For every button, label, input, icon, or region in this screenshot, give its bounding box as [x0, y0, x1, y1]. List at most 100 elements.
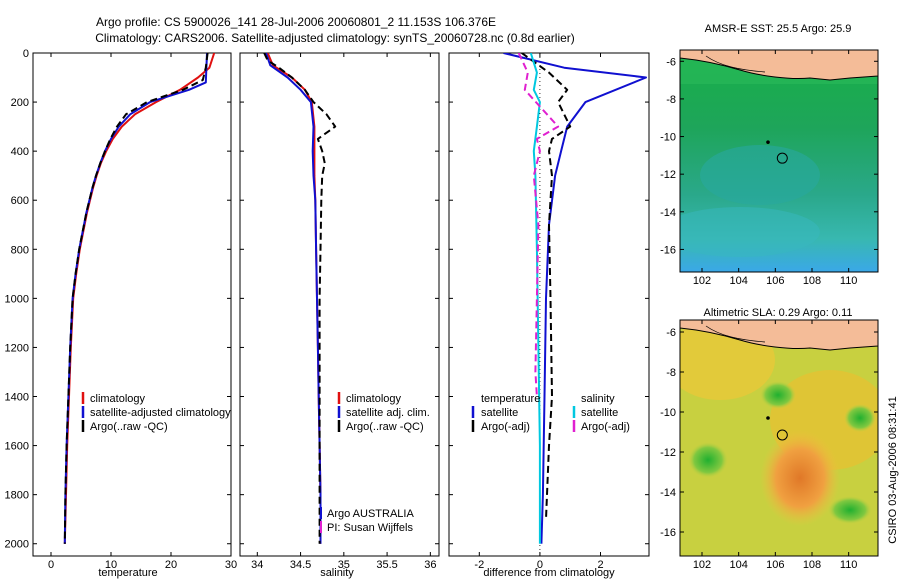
map-y-tick-label: -16: [660, 244, 676, 256]
sst-map: [680, 50, 878, 272]
coastline: [705, 325, 766, 343]
x-tick-label: 36: [424, 559, 436, 571]
x-tick-label: 35.5: [376, 559, 397, 571]
y-tick-label: 1200: [5, 342, 29, 354]
map-y-tick-label: -14: [660, 207, 676, 219]
difference-axis-label: difference from climatology: [483, 567, 615, 579]
sla-low-anomaly: [760, 381, 796, 409]
annotation-pi: PI: Susan Wijffels: [327, 522, 413, 534]
y-tick-label: 200: [11, 97, 29, 109]
x-tick-label: -2: [474, 559, 484, 571]
float-position-marker: [776, 152, 788, 164]
map-y-tick-label: -12: [660, 169, 676, 181]
x-tick-label: 20: [165, 559, 177, 571]
x-tick-label: 34: [251, 559, 263, 571]
sla-low-anomaly: [828, 496, 872, 524]
map-y-tick-label: -6: [666, 56, 676, 68]
series-line-climatology: [63, 53, 216, 544]
map-y-tick-label: -14: [660, 487, 676, 499]
legend-label-argo: Argo(..raw -QC): [90, 421, 168, 433]
sla-low-anomaly: [688, 442, 728, 478]
difference-legend: temperature satellite Argo(-adj) salinit…: [471, 393, 630, 433]
sst-field-band: [680, 207, 820, 257]
map-y-tick-label: -16: [660, 527, 676, 539]
series-line-salinity-argo-adj: [517, 53, 560, 397]
series-line-satellite-adjusted-climatology: [63, 53, 208, 544]
map-x-tick-label: 106: [766, 559, 784, 571]
x-tick-label: 0: [48, 559, 54, 571]
difference-panel: [448, 52, 650, 557]
y-tick-label: 1800: [5, 490, 29, 502]
legend-label-satellite-adj: satellite adj. clim.: [346, 407, 430, 419]
x-tick-label: 0: [537, 559, 543, 571]
legend-label-argo: Argo(..raw -QC): [346, 421, 424, 433]
map-x-tick-label: 104: [729, 275, 747, 287]
salinity-panel: [239, 52, 440, 557]
x-tick-label: 35: [338, 559, 350, 571]
sla-map: [680, 320, 878, 556]
series-line-satellite-adj-clim: [265, 53, 322, 544]
legend-label-temperature-satellite: satellite: [481, 407, 518, 419]
y-tick-label: 800: [11, 244, 29, 256]
legend-heading-salinity: salinity: [581, 393, 615, 405]
sst-map-title: AMSR-E SST: 25.5 Argo: 25.9: [705, 23, 852, 35]
float-position-marker: [776, 429, 788, 441]
sla-low-anomaly: [844, 404, 876, 432]
series-line-temperature-satellite: [503, 53, 647, 544]
sla-map-frame: [679, 319, 879, 557]
java-land: [680, 320, 878, 351]
temperature-panel: [32, 52, 232, 557]
series-line-salinity-satellite: [529, 53, 541, 544]
series-line-temperature-argo-adj: [521, 53, 572, 520]
map-x-tick-label: 110: [840, 559, 858, 571]
previous-position-marker: [766, 416, 770, 420]
map-y-tick-label: -8: [666, 367, 676, 379]
annotation-program: Argo AUSTRALIA: [327, 508, 414, 520]
map-y-tick-label: -10: [660, 407, 676, 419]
figure-title-line1: Argo profile: CS 5900026_141 28-Jul-2006…: [96, 15, 496, 29]
sst-map-frame: [679, 49, 879, 273]
y-tick-label: 1400: [5, 392, 29, 404]
legend-label-salinity-argo: Argo(-adj): [581, 421, 630, 433]
x-tick-label: 2: [597, 559, 603, 571]
temperature-legend: climatology satellite-adjusted climatolo…: [81, 392, 231, 433]
figure-title-line2: Climatology: CARS2006. Satellite-adjuste…: [95, 31, 575, 45]
x-tick-label: 30: [225, 559, 237, 571]
map-x-tick-label: 104: [729, 559, 747, 571]
map-x-tick-label: 106: [766, 275, 784, 287]
map-y-tick-label: -6: [666, 327, 676, 339]
csiro-timestamp: CSIRO 03-Aug-2006 08:31:41: [887, 396, 899, 543]
y-tick-label: 1600: [5, 441, 29, 453]
x-tick-label: 10: [105, 559, 117, 571]
y-tick-label: 600: [11, 195, 29, 207]
map-y-tick-label: -10: [660, 132, 676, 144]
sst-field-band: [700, 145, 820, 205]
salinity-legend: climatology satellite adj. clim. Argo(..…: [320, 392, 430, 534]
legend-label-salinity-satellite: satellite: [581, 407, 618, 419]
salinity-axis-label: salinity: [320, 567, 354, 579]
map-x-tick-label: 110: [840, 275, 858, 287]
y-tick-label: 0: [23, 48, 29, 60]
y-tick-label: 2000: [5, 539, 29, 551]
sla-warm-anomaly: [760, 430, 840, 526]
java-land: [680, 50, 878, 81]
legend-label-temperature-argo: Argo(-adj): [481, 421, 530, 433]
y-tick-label: 400: [11, 146, 29, 158]
previous-position-marker: [766, 140, 770, 144]
legend-heading-temperature: temperature: [481, 393, 540, 405]
legend-label-satellite-adjusted: satellite-adjusted climatology: [90, 407, 231, 419]
map-x-tick-label: 108: [803, 559, 821, 571]
map-y-tick-label: -8: [666, 94, 676, 106]
series-line-argo-raw-qc: [263, 53, 337, 544]
x-tick-label: 34.5: [290, 559, 311, 571]
y-tick-label: 1000: [5, 293, 29, 305]
map-x-tick-label: 102: [693, 275, 711, 287]
legend-label-climatology: climatology: [90, 393, 146, 405]
map-y-tick-label: -12: [660, 447, 676, 459]
coastline: [705, 55, 766, 73]
temperature-axis-label: temperature: [98, 567, 157, 579]
sla-map-title: Altimetric SLA: 0.29 Argo: 0.11: [704, 307, 853, 319]
map-x-tick-label: 102: [693, 559, 711, 571]
legend-label-climatology: climatology: [346, 393, 402, 405]
